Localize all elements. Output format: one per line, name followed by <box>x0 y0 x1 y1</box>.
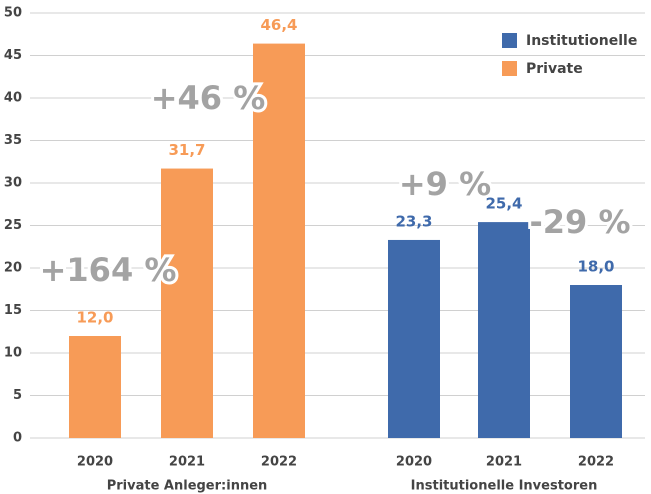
value-label: 12,0 <box>76 309 113 327</box>
y-tick-label: 0 <box>13 431 22 446</box>
bar <box>478 222 530 438</box>
legend-label: Private <box>526 61 583 77</box>
x-tick-label: 2021 <box>169 455 205 470</box>
x-tick-label: 2021 <box>486 455 522 470</box>
annotation: +9 % <box>399 165 491 203</box>
x-tick-label: 2020 <box>77 455 113 470</box>
value-label: 18,0 <box>577 258 614 276</box>
bar <box>388 239 440 438</box>
y-tick-label: 10 <box>4 346 22 361</box>
x-tick-label: 2022 <box>578 455 614 470</box>
legend-swatch <box>502 61 517 76</box>
bar <box>570 285 622 438</box>
y-tick-label: 40 <box>4 91 22 106</box>
y-tick-label: 15 <box>4 303 22 318</box>
y-tick-label: 25 <box>4 218 22 233</box>
group-label: Private Anleger:innen <box>107 479 268 494</box>
y-tick-label: 45 <box>4 48 22 63</box>
x-tick-label: 2020 <box>396 455 432 470</box>
y-tick-label: 35 <box>4 133 22 148</box>
x-tick-label: 2022 <box>261 455 297 470</box>
value-label: 23,3 <box>395 212 432 230</box>
y-tick-label: 5 <box>13 388 22 403</box>
annotation: +164 % <box>40 251 177 289</box>
y-tick-label: 20 <box>4 261 22 276</box>
y-tick-label: 30 <box>4 176 22 191</box>
y-tick-label: 50 <box>4 6 22 21</box>
annotation: -29 % <box>529 203 630 241</box>
bar <box>69 336 121 438</box>
legend-swatch <box>502 33 517 48</box>
annotation: +46 % <box>151 79 266 117</box>
group-label: Institutionelle Investoren <box>411 479 598 494</box>
bar <box>161 168 213 439</box>
legend-label: Institutionelle <box>526 33 637 49</box>
value-label: 25,4 <box>485 195 522 213</box>
value-label: 31,7 <box>168 141 205 159</box>
value-label: 46,4 <box>260 16 297 34</box>
bar <box>253 43 305 438</box>
